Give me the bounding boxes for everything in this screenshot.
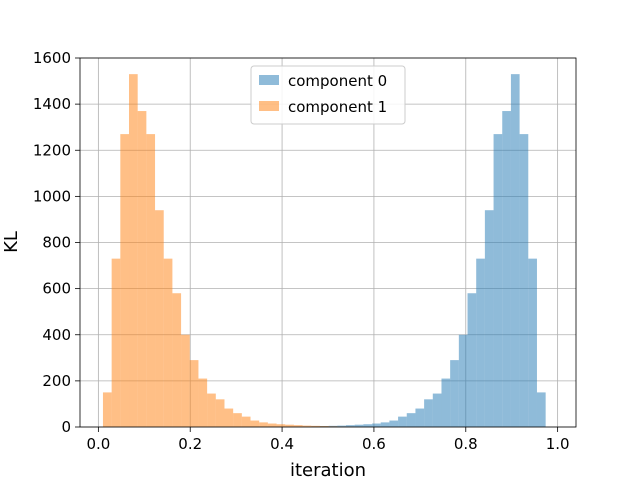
bar-component-1 [129, 74, 138, 427]
bar-component-0 [520, 134, 529, 427]
y-axis-label: KL [1, 231, 22, 253]
legend-swatch-component-1 [259, 101, 279, 111]
y-tick-label: 1600 [33, 49, 71, 67]
bar-component-1 [277, 424, 286, 427]
bar-component-1 [233, 413, 242, 427]
bar-component-0 [407, 413, 416, 427]
bar-component-0 [450, 360, 459, 427]
x-tick-label: 1.0 [546, 435, 570, 453]
bar-component-0 [381, 422, 390, 427]
y-tick-label: 1200 [33, 141, 71, 159]
bar-component-1 [207, 394, 216, 427]
bar-component-0 [389, 421, 398, 427]
bar-component-0 [441, 379, 450, 427]
y-tick-label: 800 [42, 234, 71, 252]
bar-component-0 [424, 399, 433, 427]
bar-component-0 [415, 409, 424, 427]
bar-component-0 [372, 424, 381, 427]
bar-component-0 [433, 394, 442, 427]
x-axis-label: iteration [290, 460, 366, 480]
bar-component-0 [511, 74, 520, 427]
bar-component-1 [112, 259, 121, 427]
legend-label-component-0: component 0 [288, 72, 387, 90]
bar-component-1 [190, 360, 199, 427]
legend: component 0 component 1 [251, 66, 405, 124]
bar-component-1 [224, 409, 233, 427]
bar-component-0 [537, 392, 546, 427]
x-tick-label: 0.4 [270, 435, 294, 453]
bar-component-0 [459, 335, 468, 427]
bar-component-1 [138, 111, 147, 427]
bar-component-1 [268, 424, 277, 427]
bar-component-1 [198, 379, 207, 427]
bar-component-1 [216, 399, 225, 427]
bar-component-1 [155, 210, 164, 427]
bar-component-0 [398, 417, 407, 427]
bar-component-0 [485, 210, 494, 427]
bar-component-0 [363, 424, 372, 427]
y-tick-label: 1400 [33, 95, 71, 113]
y-tick-label: 600 [42, 280, 71, 298]
bar-component-0 [476, 259, 485, 427]
bar-component-1 [120, 134, 129, 427]
bar-component-1 [146, 134, 155, 427]
bar-component-1 [259, 422, 268, 427]
bar-component-0 [502, 111, 511, 427]
bar-component-0 [494, 134, 503, 427]
x-tick-label: 0.8 [454, 435, 478, 453]
bar-component-1 [251, 421, 260, 427]
bar-component-1 [242, 417, 251, 427]
legend-label-component-1: component 1 [288, 98, 387, 116]
bar-component-1 [181, 335, 190, 427]
bar-component-1 [103, 392, 112, 427]
y-tick-label: 1000 [33, 187, 71, 205]
bar-component-1 [172, 293, 181, 427]
legend-swatch-component-0 [259, 75, 279, 85]
y-tick-label: 200 [42, 372, 71, 390]
x-tick-label: 0.6 [362, 435, 386, 453]
y-tick-label: 400 [42, 326, 71, 344]
x-tick-label: 0.2 [178, 435, 202, 453]
y-tick-label: 0 [61, 418, 71, 436]
bar-component-1 [164, 259, 173, 427]
bar-component-0 [528, 259, 537, 427]
bar-component-0 [468, 293, 477, 427]
x-tick-label: 0.0 [86, 435, 110, 453]
